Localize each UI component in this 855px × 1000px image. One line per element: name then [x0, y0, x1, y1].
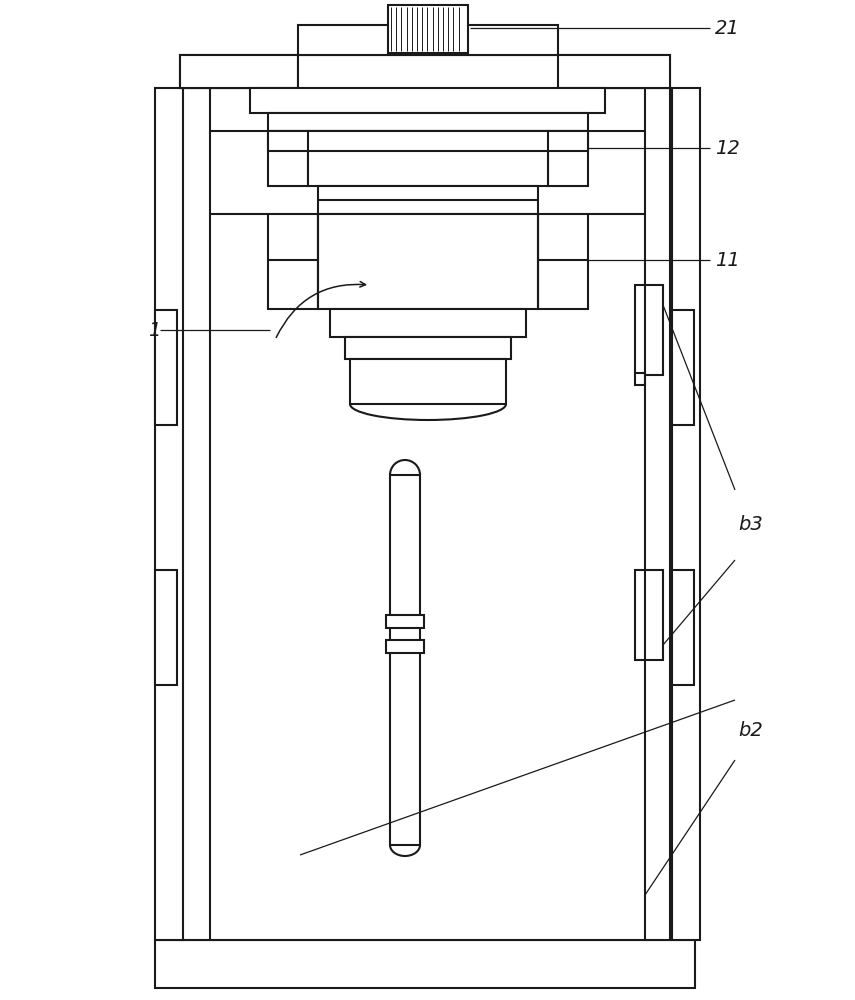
Bar [298, 25, 558, 55]
Bar [318, 214, 538, 309]
Bar [180, 88, 670, 940]
Bar [386, 640, 424, 653]
Bar [345, 337, 511, 359]
Bar [180, 55, 670, 88]
Bar [635, 570, 663, 660]
Bar [672, 570, 694, 685]
Text: 11: 11 [715, 250, 740, 269]
Bar [155, 310, 177, 425]
Bar [155, 88, 183, 940]
Bar [388, 5, 468, 53]
Bar [268, 214, 318, 309]
Text: 1: 1 [148, 320, 161, 340]
Bar [155, 940, 695, 988]
Bar [548, 131, 588, 186]
Bar [268, 131, 308, 186]
Bar [386, 615, 424, 628]
Bar [672, 88, 700, 940]
Text: 21: 21 [715, 18, 740, 37]
Bar [635, 373, 645, 385]
Bar [557, 55, 670, 88]
Bar [250, 88, 605, 113]
Bar [538, 214, 588, 309]
Bar [672, 310, 694, 425]
Bar [350, 359, 506, 404]
Bar [318, 186, 538, 214]
Text: b2: b2 [738, 720, 763, 740]
Text: b3: b3 [738, 516, 763, 534]
Bar [635, 285, 663, 375]
Bar [268, 131, 588, 151]
Bar [330, 309, 526, 337]
Bar [308, 131, 548, 186]
Bar [155, 570, 177, 685]
Bar [180, 55, 298, 88]
Bar [298, 55, 558, 110]
Bar [390, 475, 420, 845]
Text: 12: 12 [715, 138, 740, 157]
Bar [268, 113, 588, 131]
